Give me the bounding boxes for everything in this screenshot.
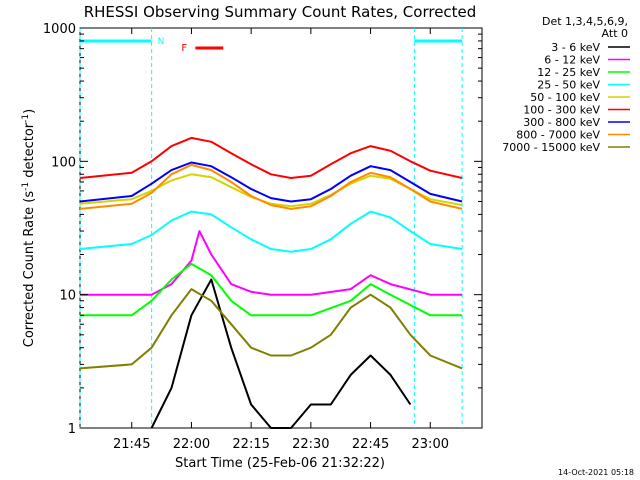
chart-title: RHESSI Observing Summary Count Rates, Co… xyxy=(84,3,477,21)
x-tick-label-3: 22:30 xyxy=(292,437,329,452)
series-line-6 xyxy=(79,161,463,203)
series-line-2 xyxy=(80,262,463,317)
night-flag-label: N xyxy=(158,37,165,47)
x-tick-label-2: 22:15 xyxy=(232,437,269,452)
legend-label-5: 100 - 300 keV xyxy=(523,104,600,117)
plot-frame xyxy=(79,27,483,429)
flare-flag-label: F xyxy=(181,43,187,54)
legend-label-1: 6 - 12 keV xyxy=(544,54,600,67)
y-tick-label-3: 1000 xyxy=(43,22,76,37)
legend-label-2: 12 - 25 keV xyxy=(537,66,600,79)
series-line-5 xyxy=(79,136,463,179)
legend-header-1: Det 1,3,4,5,6,9, xyxy=(542,15,628,28)
y-axis-label-mid: detector xyxy=(22,122,37,182)
series-line-0 xyxy=(150,278,412,429)
series-line-3 xyxy=(79,210,463,253)
series-line-4 xyxy=(79,173,463,208)
y-axis-label-main: Corrected Count Rate (s xyxy=(22,191,37,348)
legend-label-7: 800 - 7000 keV xyxy=(516,129,600,142)
legend-label-6: 300 - 800 keV xyxy=(523,116,600,129)
y-tick-label-2: 100 xyxy=(51,155,76,170)
x-tick-label-1: 22:00 xyxy=(173,437,210,452)
y-axis-label-sup-2: -1 xyxy=(21,114,31,123)
legend-header-2: Att 0 xyxy=(602,27,628,40)
x-axis-label: Start Time (25-Feb-06 21:32:22) xyxy=(175,456,385,471)
x-tick-label-5: 23:00 xyxy=(412,437,449,452)
legend-label-8: 7000 - 15000 keV xyxy=(502,141,600,154)
y-axis-label-sup-1: -1 xyxy=(21,182,31,191)
flags-layer: NF xyxy=(79,28,463,428)
y-axis-label-end: ) xyxy=(22,109,37,114)
y-tick-label-0: 1 xyxy=(68,422,76,437)
x-tick-label-0: 21:45 xyxy=(113,437,150,452)
ticks-layer: 21:45 22:00 22:15 22:30 22:45 23:00 1 10 100 1000 xyxy=(43,22,482,452)
y-tick-label-1: 10 xyxy=(59,289,76,304)
series-layer xyxy=(79,136,463,429)
legend-label-4: 50 - 100 keV xyxy=(530,91,600,104)
series-line-7 xyxy=(79,163,463,210)
series-line-8 xyxy=(79,288,463,370)
footer-timestamp: 14-Oct-2021 05:18 xyxy=(558,468,634,477)
x-tick-label-4: 22:45 xyxy=(352,437,389,452)
plot-area: NF 21:45 22:00 22:15 22:30 22:45 23:001101001… xyxy=(43,22,483,452)
legend-label-3: 25 - 50 keV xyxy=(537,79,600,92)
y-axis-label: Corrected Count Rate (s-1 detector-1) xyxy=(21,109,37,347)
legend-label-0: 3 - 6 keV xyxy=(551,41,600,54)
